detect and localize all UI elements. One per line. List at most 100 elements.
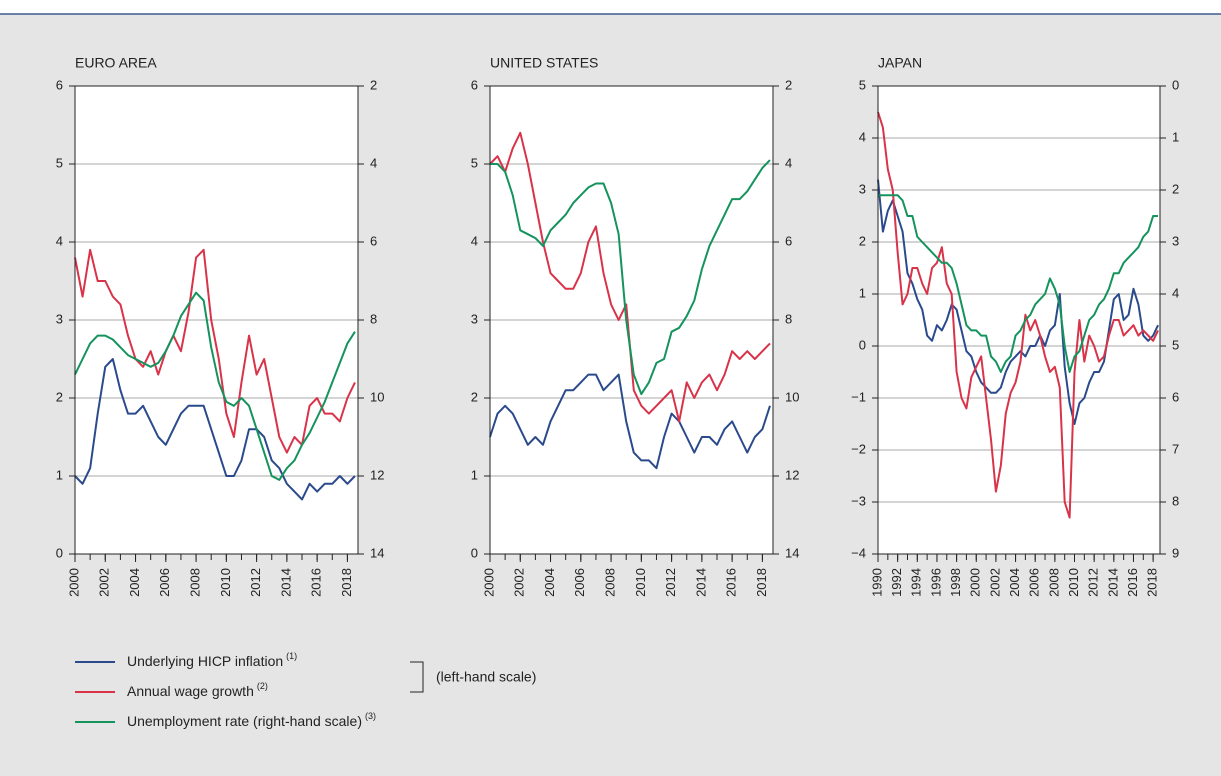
x-tick-label: 2014	[278, 568, 293, 597]
y-tick-label: 6	[56, 77, 63, 92]
legend-label: Unemployment rate (right-hand scale) (3)	[127, 711, 376, 728]
series-line	[877, 111, 1159, 519]
y2-tick-label: 7	[1172, 441, 1179, 456]
y2-tick-label: 8	[370, 311, 377, 326]
x-tick-label: 2016	[724, 568, 739, 597]
legend-footnote: (2)	[257, 681, 268, 691]
y-tick-label: 3	[56, 311, 63, 326]
y2-tick-label: 2	[785, 77, 792, 92]
plot-frame	[489, 85, 774, 555]
panel-title: JAPAN	[878, 55, 922, 71]
x-tick-label: 2014	[693, 568, 708, 597]
x-tick-label: 2006	[1027, 568, 1042, 597]
x-tick-label: 2008	[188, 568, 203, 597]
y-tick-label: 2	[471, 389, 478, 404]
y-tick-label: 5	[859, 77, 866, 92]
y-tick-label: −4	[851, 545, 866, 560]
x-tick-label: 2008	[603, 568, 618, 597]
plot-frame	[74, 85, 359, 555]
y-tick-label: 5	[56, 155, 63, 170]
y-tick-label: −1	[851, 389, 866, 404]
y-tick-label: 4	[471, 233, 478, 248]
legend-bracket	[410, 661, 424, 693]
x-tick-label: 2002	[512, 568, 527, 597]
y-tick-label: 0	[56, 545, 63, 560]
panel-title: EURO AREA	[75, 55, 157, 71]
plot-frame	[877, 85, 1161, 555]
y2-tick-label: 10	[370, 389, 384, 404]
x-tick-label: 2004	[127, 568, 142, 597]
x-tick-label: 1992	[889, 568, 904, 597]
x-tick-label: 2016	[309, 568, 324, 597]
legend-bracket-label: (left-hand scale)	[436, 669, 536, 685]
x-tick-label: 2018	[754, 568, 769, 597]
x-tick-label: 2010	[218, 568, 233, 597]
x-tick-label: 2006	[157, 568, 172, 597]
series-line	[489, 373, 771, 470]
y-tick-label: −2	[851, 441, 866, 456]
x-tick-label: 2012	[663, 568, 678, 597]
legend-name: Annual wage growth	[127, 683, 254, 699]
y2-tick-label: 4	[370, 155, 377, 170]
legend-name: Underlying HICP inflation	[127, 653, 283, 669]
x-tick-label: 2012	[1086, 568, 1101, 597]
y-tick-label: 4	[56, 233, 63, 248]
x-tick-label: 2000	[66, 568, 81, 597]
y2-tick-label: 9	[1172, 545, 1179, 560]
y2-tick-label: 0	[1172, 77, 1179, 92]
y-tick-label: 2	[56, 389, 63, 404]
y2-tick-label: 14	[785, 545, 799, 560]
y2-tick-label: 10	[785, 389, 799, 404]
x-tick-label: 2008	[1046, 568, 1061, 597]
y-tick-label: 0	[471, 545, 478, 560]
y-tick-label: 3	[859, 181, 866, 196]
y2-tick-label: 12	[370, 467, 384, 482]
x-tick-label: 2004	[1007, 568, 1022, 597]
x-tick-label: 2010	[633, 568, 648, 597]
legend-label: Underlying HICP inflation (1)	[127, 651, 297, 668]
legend-label: Annual wage growth (2)	[127, 681, 268, 698]
x-tick-label: 2012	[248, 568, 263, 597]
y2-tick-label: 2	[1172, 181, 1179, 196]
x-tick-label: 2002	[987, 568, 1002, 597]
y-tick-label: 1	[859, 285, 866, 300]
y2-tick-label: 12	[785, 467, 799, 482]
x-tick-label: 2010	[1066, 568, 1081, 597]
y2-tick-label: 6	[785, 233, 792, 248]
series-line	[877, 179, 1159, 425]
y2-tick-label: 8	[1172, 493, 1179, 508]
y2-tick-label: 2	[370, 77, 377, 92]
x-tick-label: 1996	[928, 568, 943, 597]
y2-tick-label: 5	[1172, 337, 1179, 352]
series-line	[74, 248, 356, 454]
y-tick-label: 4	[859, 129, 866, 144]
y2-tick-label: 8	[785, 311, 792, 326]
x-tick-label: 2000	[481, 568, 496, 597]
panel-title: UNITED STATES	[490, 55, 598, 71]
x-tick-label: 2018	[339, 568, 354, 597]
y-tick-label: 2	[859, 233, 866, 248]
top-band	[0, 0, 1221, 14]
series-line	[490, 159, 771, 396]
y-tick-label: −3	[851, 493, 866, 508]
series-line	[878, 194, 1159, 373]
x-tick-label: 2004	[542, 568, 557, 597]
legend-footnote: (1)	[286, 651, 297, 661]
x-tick-label: 2014	[1105, 568, 1120, 597]
y2-tick-label: 4	[1172, 285, 1179, 300]
series-line	[74, 291, 356, 481]
y-tick-label: 0	[859, 337, 866, 352]
y-tick-label: 6	[471, 77, 478, 92]
x-tick-label: 2016	[1125, 568, 1140, 597]
x-tick-label: 2006	[572, 568, 587, 597]
y-tick-label: 1	[471, 467, 478, 482]
y2-tick-label: 3	[1172, 233, 1179, 248]
x-tick-label: 1994	[909, 568, 924, 597]
y2-tick-label: 1	[1172, 129, 1179, 144]
series-line	[74, 358, 356, 501]
x-tick-label: 2002	[97, 568, 112, 597]
x-tick-label: 1998	[948, 568, 963, 597]
legend-name: Unemployment rate (right-hand scale)	[127, 713, 362, 729]
y2-tick-label: 6	[370, 233, 377, 248]
